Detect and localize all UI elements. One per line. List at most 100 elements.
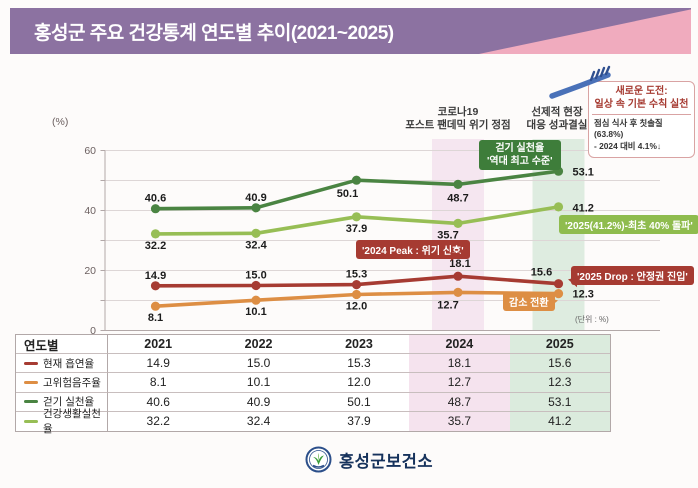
callout-walking-line1: 걷기 실천율 (495, 143, 545, 154)
data-point-1-2021 (150, 301, 161, 311)
data-label-0-2022: 15.0 (245, 270, 266, 282)
event-label-2024-line2: 포스트 팬데믹 위기 정점 (405, 118, 511, 131)
note-title-line1: 새로운 도전: (615, 86, 668, 97)
data-label-3-2025: 41.2 (573, 202, 594, 214)
toothbrush-icon (549, 65, 611, 99)
series-name-3: 건강생활실천율 (43, 408, 101, 436)
new-challenge-note-box: 새로운 도전: 일상 속 기본 수칙 실천 점심 식사 후 칫솔질(63.8%)… (588, 81, 695, 159)
series-name-1: 고위험음주율 (43, 376, 101, 389)
data-label-0-2025: 15.6 (531, 267, 552, 279)
note-body-line2: - 2024 대비 4.1%↓ (594, 140, 662, 151)
data-label-1-2023: 12.0 (346, 301, 367, 313)
table-series-label-1: 고위험음주율 (16, 373, 108, 393)
data-label-0-2021: 14.9 (145, 270, 166, 282)
data-label-0-2023: 15.3 (346, 269, 367, 281)
series-name-0: 현재 흡연율 (43, 357, 95, 370)
data-point-2-2024 (453, 179, 463, 189)
data-point-1-2022 (251, 295, 261, 305)
data-label-2-2023: 50.1 (337, 188, 358, 200)
event-label-2024: 코로나19 포스트 팬데믹 위기 정점 (398, 106, 518, 131)
data-point-2-2021 (150, 204, 161, 214)
table-unit-note: (단위 : %) (575, 315, 609, 324)
data-point-0-2021 (150, 281, 161, 291)
table-value-3-2025: 41.2 (509, 411, 610, 431)
page-title: 홍성군 주요 건강통계 연도별 추이(2021~2025) (34, 22, 394, 44)
table-value-1-2021: 8.1 (108, 373, 209, 393)
table-value-1-2023: 12.0 (308, 373, 410, 393)
table-value-3-2022: 32.4 (246, 414, 271, 429)
table-series-label-0: 현재 흡연율 (16, 354, 108, 374)
table-series-label-2: 걷기 실천율 (16, 392, 108, 412)
data-point-3-2025 (553, 202, 564, 212)
data-point-3-2021 (150, 229, 161, 239)
data-point-3-2023 (351, 212, 362, 222)
y-tick-label-0: 0 (90, 325, 96, 337)
note-title-line2: 일상 속 기본 수칙 실천 (594, 98, 689, 110)
data-label-1-2025: 12.3 (573, 289, 594, 301)
callout-2024-peak: '2024 Peak : 위기 신호' (356, 240, 470, 259)
table-corner-header: 연도별 (16, 335, 108, 355)
callout-2025-drop: '2025 Drop : 안정권 진입' (571, 266, 694, 285)
legend-swatch-0 (24, 361, 38, 365)
data-label-2-2025: 53.1 (573, 167, 594, 179)
table-value-0-2025: 15.6 (509, 354, 610, 374)
table-year-header-2021: 2021 (108, 335, 209, 355)
legend-swatch-3 (24, 419, 38, 423)
table-value-2-2022: 40.9 (208, 393, 309, 412)
data-label-1-2024: 12.7 (437, 299, 458, 311)
table-value-1-2024: 12.7 (409, 373, 510, 393)
statistics-table: 연도별 2021 2022 2023 2024 2025 현재 흡연율 14.9 15.0 15.… (15, 334, 611, 435)
data-point-3-2024 (453, 218, 463, 228)
data-label-3-2021: 32.2 (145, 240, 166, 252)
table-value-0-2024: 18.1 (409, 354, 510, 374)
table-value-0-2021: 14.9 (108, 354, 209, 374)
data-label-3-2022: 32.4 (245, 239, 267, 251)
data-label-3-2024: 35.7 (437, 229, 458, 241)
table-value-2-2025: 53.1 (509, 392, 610, 412)
health-center-logo-icon (305, 446, 332, 473)
data-point-0-2023 (351, 280, 362, 290)
data-point-0-2022 (251, 280, 261, 291)
table-value-0-2023: 15.3 (308, 354, 410, 374)
note-box-title: 새로운 도전: 일상 속 기본 수칙 실천 (592, 86, 691, 115)
series-name-2: 걷기 실천율 (43, 396, 95, 409)
data-point-0-2025 (553, 279, 564, 289)
callout-2025-breakthrough: '2025(41.2%)-최초 40% 돌파' (559, 215, 698, 234)
y-axis-unit-label: (%) (52, 116, 69, 128)
y-tick-label-40: 40 (84, 205, 96, 217)
table-value-2-2024: 48.7 (409, 392, 510, 412)
event-label-2024-line1: 코로나19 (437, 106, 479, 118)
y-tick-label-60: 60 (84, 145, 96, 157)
table-value-2-2023: 50.1 (308, 393, 410, 412)
legend-swatch-2 (24, 400, 38, 404)
note-body-line1: 점심 식사 후 칫솔질(63.8%) (594, 118, 663, 140)
data-label-2-2024: 48.7 (447, 192, 468, 204)
table-value-3-2023: 37.9 (347, 414, 371, 429)
legend-swatch-1 (24, 380, 38, 384)
data-point-1-2024 (453, 287, 463, 297)
table-value-2-2021: 40.6 (108, 393, 209, 412)
data-label-3-2023: 37.9 (346, 223, 367, 235)
table-series-label-3: 건강생활실천율 (16, 408, 108, 435)
highlight-band-2024 (432, 139, 484, 331)
callout-walking-line2: '역대 최고 수준' (487, 156, 553, 167)
y-tick-label-20: 20 (84, 265, 96, 277)
data-point-0-2024 (453, 271, 463, 281)
table-year-header-2024: 2024 (409, 335, 510, 355)
table-year-header-2022: 2022 (208, 335, 309, 355)
event-label-2025-line2: 대응 성과결실 (526, 118, 588, 131)
callout-decline-shift: 감소 전환 (503, 292, 555, 311)
table-value-1-2022: 10.1 (208, 373, 309, 393)
data-point-2-2023 (351, 175, 362, 185)
callout-walking-record: 걷기 실천율 '역대 최고 수준' (479, 140, 561, 170)
data-label-2-2021: 40.6 (145, 193, 166, 205)
table-value-3-2024: 35.7 (409, 411, 510, 431)
footer: 홍성군보건소 (40, 446, 698, 473)
data-point-3-2022 (251, 228, 261, 238)
note-box-body: 점심 식사 후 칫솔질(63.8%) - 2024 대비 4.1%↓ (592, 118, 691, 152)
table-value-1-2025: 12.3 (509, 373, 610, 393)
event-label-2025-line1: 선제적 현장 (531, 106, 583, 118)
table-value-3-2021: 32.2 (146, 414, 170, 429)
table-year-header-2023: 2023 (308, 335, 410, 355)
data-label-1-2022: 10.1 (245, 306, 266, 318)
